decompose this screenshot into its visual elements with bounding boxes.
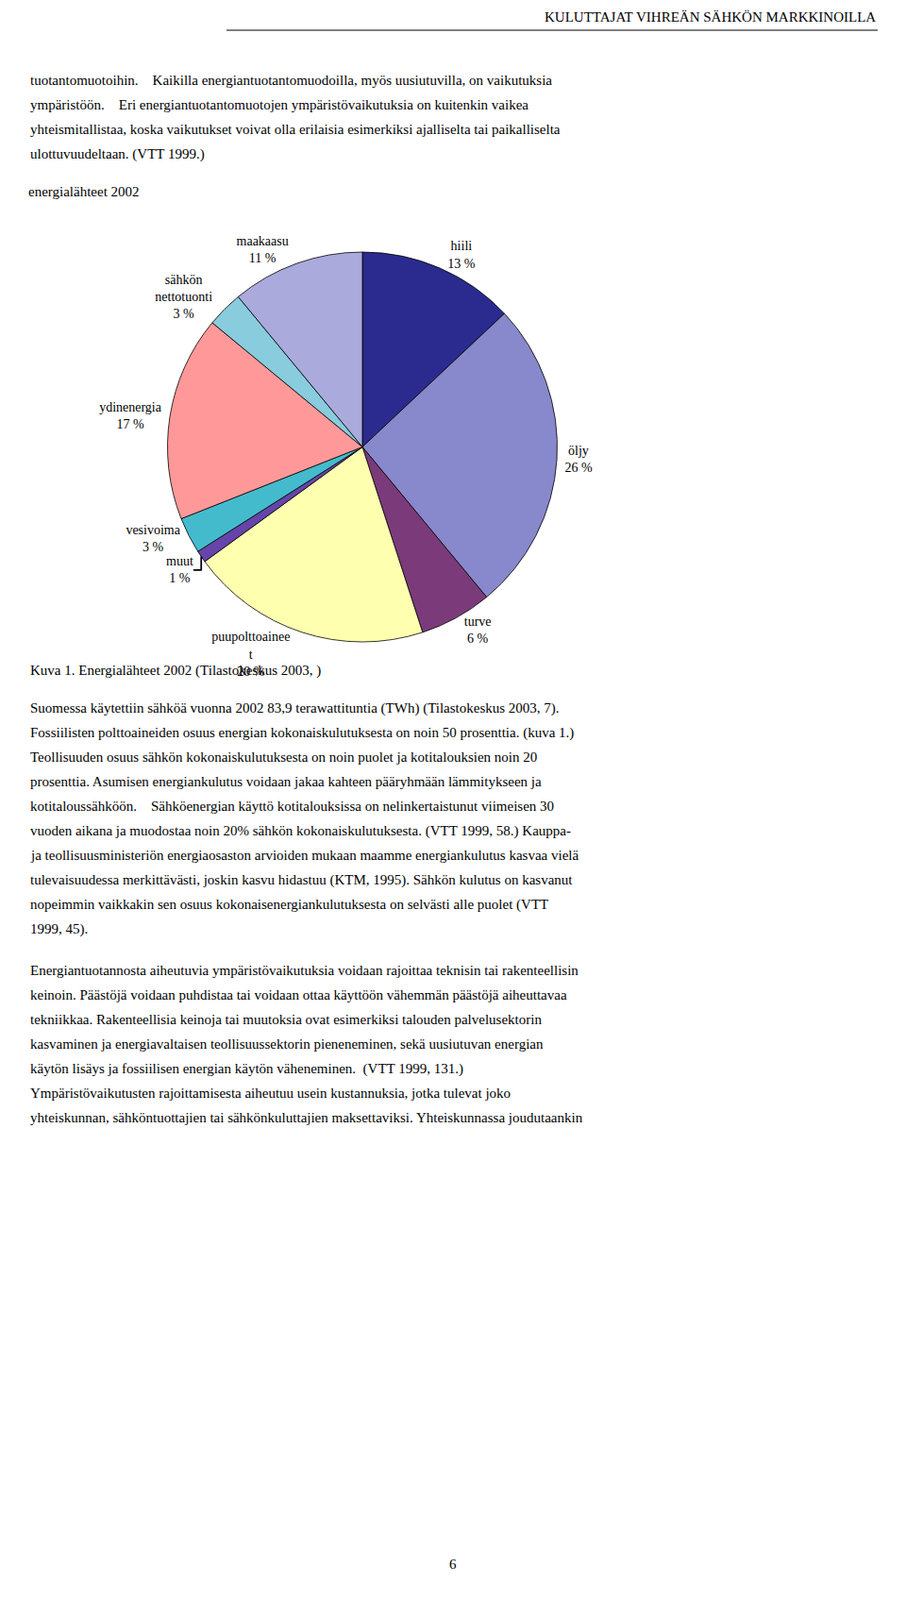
svg-text:energialähteet 2002: energialähteet 2002	[28, 184, 140, 200]
svg-text:Kuva 1. Energialähteet 2002 (T: Kuva 1. Energialähteet 2002 (Tilastokesk…	[30, 662, 321, 679]
svg-text:kotitaloussähköön. Sähköene: kotitaloussähköön. Sähköenergian käyttö …	[30, 798, 554, 814]
svg-text:sähkönnettotuonti3 %: sähkönnettotuonti3 %	[154, 272, 213, 321]
svg-text:6: 6	[449, 1556, 457, 1572]
svg-text:Suomessa käytettiin sähköä vuo: Suomessa käytettiin sähköä vuonna 2002 8…	[30, 700, 560, 717]
svg-text:ympäristöön. Eri energiantu: ympäristöön. Eri energiantuotantomuotoje…	[30, 97, 529, 113]
svg-text:KULUTTAJAT VIHREÄN SÄHKÖN MARK: KULUTTAJAT VIHREÄN SÄHKÖN MARKKINOILLA	[544, 9, 876, 25]
svg-text:kasvaminen ja energiavaltaisen: kasvaminen ja energiavaltaisen teollisuu…	[30, 1036, 544, 1052]
svg-text:keinoin. Päästöjä voidaan puhd: keinoin. Päästöjä voidaan puhdistaa tai …	[30, 987, 568, 1003]
svg-text:ydinenergia17 %: ydinenergia17 %	[99, 400, 163, 432]
svg-text:yhteiskunnan, sähköntuottajien: yhteiskunnan, sähköntuottajien tai sähkö…	[30, 1109, 584, 1125]
svg-text:käytön lisäys ja fossiilisen e: käytön lisäys ja fossiilisen energian kä…	[30, 1060, 464, 1077]
svg-text:1999, 45).: 1999, 45).	[30, 921, 88, 938]
svg-text:Teollisuuden osuus sähkön koko: Teollisuuden osuus sähkön kokonaiskulutu…	[30, 749, 537, 765]
svg-text:prosenttia. Asumisen energiank: prosenttia. Asumisen energiankulutus voi…	[30, 773, 542, 789]
svg-text:tulevaisuudessa merkittävästi,: tulevaisuudessa merkittävästi, joskin ka…	[30, 872, 573, 889]
svg-text:tuotantomuotoihin. Kaikilla: tuotantomuotoihin. Kaikilla energiantuot…	[30, 72, 553, 88]
svg-text:muut1 %: muut1 %	[166, 553, 194, 586]
svg-text:Energiantuotannosta aiheutuvia: Energiantuotannosta aiheutuvia ympäristö…	[30, 962, 579, 978]
svg-text:turve6 %: turve6 %	[464, 614, 492, 646]
svg-text:nopeimmin vaikkakin sen osuus: nopeimmin vaikkakin sen osuus kokonaisen…	[30, 896, 549, 913]
svg-text:vuoden aikana ja muodostaa noi: vuoden aikana ja muodostaa noin 20% sähk…	[30, 822, 571, 839]
svg-text:öljy26 %: öljy26 %	[564, 443, 593, 475]
svg-text:hiili13 %: hiili13 %	[447, 238, 476, 270]
svg-text:Fossiilisten polttoaineiden os: Fossiilisten polttoaineiden osuus energi…	[30, 724, 574, 741]
svg-text:ja teollisuusministeriön energ: ja teollisuusministeriön energiaosaston …	[30, 847, 579, 863]
svg-text:ulottuvuudeltaan. (VTT 1999.): ulottuvuudeltaan. (VTT 1999.)	[30, 146, 205, 163]
svg-text:tekniikkaa. Rakenteellisia kei: tekniikkaa. Rakenteellisia keinoja tai m…	[30, 1011, 542, 1027]
svg-text:maakaasu11 %: maakaasu11 %	[236, 234, 289, 266]
svg-text:yhteismitallistaa, koska vaiku: yhteismitallistaa, koska vaikutukset voi…	[30, 121, 561, 137]
svg-text:Ympäristövaikutusten rajoittam: Ympäristövaikutusten rajoittamisesta aih…	[30, 1085, 511, 1101]
svg-text:puupolttoaineet20 %: puupolttoaineet20 %	[211, 629, 290, 678]
svg-text:vesivoima3 %: vesivoima3 %	[125, 522, 181, 554]
